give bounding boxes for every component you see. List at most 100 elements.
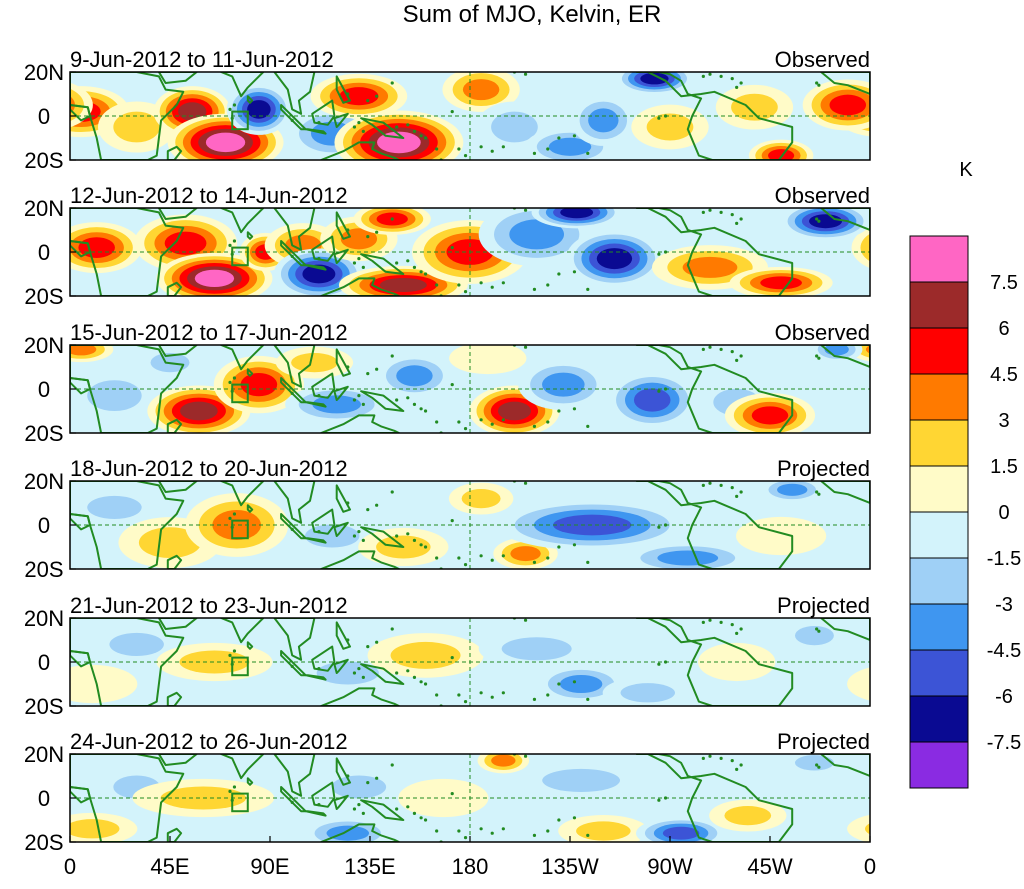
island bbox=[457, 283, 461, 287]
island bbox=[375, 230, 379, 234]
island bbox=[228, 516, 232, 521]
landmass-outline bbox=[220, 208, 265, 234]
island bbox=[450, 246, 454, 250]
island bbox=[817, 83, 821, 87]
landmass-outline bbox=[333, 521, 349, 537]
contour-blob bbox=[302, 264, 336, 284]
colorbar-level-label: 1.5 bbox=[990, 456, 1018, 478]
island bbox=[735, 631, 739, 636]
island bbox=[357, 803, 361, 807]
contour-blob bbox=[396, 365, 433, 387]
landmass-outline bbox=[311, 235, 336, 262]
contour-field bbox=[70, 345, 870, 433]
island bbox=[523, 618, 528, 622]
panel-status: Projected bbox=[777, 593, 870, 618]
island bbox=[739, 490, 743, 494]
island bbox=[657, 116, 661, 120]
island bbox=[523, 208, 528, 212]
island bbox=[361, 675, 365, 680]
island bbox=[317, 394, 321, 398]
panel: 20N 0 20S 12-Jun-2012 to 14-Jun-2012 Observe… bbox=[24, 183, 871, 309]
panel-date-range: 18-Jun-2012 to 20-Jun-2012 bbox=[70, 456, 348, 481]
island bbox=[457, 556, 461, 560]
island bbox=[390, 490, 394, 494]
island bbox=[361, 811, 365, 816]
contour-blob bbox=[768, 149, 795, 160]
panel-date-range: 24-Jun-2012 to 26-Jun-2012 bbox=[70, 729, 348, 754]
island bbox=[406, 532, 410, 536]
island bbox=[817, 356, 821, 360]
landmass-outline bbox=[157, 754, 198, 766]
island bbox=[435, 147, 439, 151]
contour-blob bbox=[657, 550, 719, 566]
landmass-outline bbox=[280, 513, 307, 540]
island bbox=[501, 554, 505, 558]
landmass-outline bbox=[166, 145, 183, 160]
island bbox=[412, 402, 417, 406]
island bbox=[361, 265, 365, 269]
landmass-outline bbox=[304, 128, 327, 135]
landmass-outline bbox=[273, 345, 316, 388]
colorbar-level-label: -7.5 bbox=[987, 732, 1021, 754]
island bbox=[290, 800, 294, 805]
island bbox=[419, 134, 423, 138]
y-tick-label: 20S bbox=[24, 284, 63, 309]
landmass-outline bbox=[635, 208, 794, 296]
island bbox=[435, 556, 439, 560]
colorbar-level-label: -1.5 bbox=[987, 548, 1021, 570]
landmass-outline bbox=[220, 754, 265, 780]
island bbox=[435, 829, 439, 833]
y-tick-label: 20S bbox=[24, 830, 63, 855]
contour-blob bbox=[620, 683, 675, 703]
island bbox=[719, 756, 723, 761]
island bbox=[395, 261, 399, 265]
island bbox=[357, 394, 361, 398]
landmass-outline bbox=[333, 112, 349, 128]
x-tick-label: 90W bbox=[647, 854, 692, 879]
island bbox=[346, 365, 350, 369]
island bbox=[701, 483, 705, 487]
island bbox=[586, 151, 590, 155]
island bbox=[719, 74, 723, 78]
island bbox=[290, 391, 294, 395]
contour-blob bbox=[212, 509, 261, 541]
island bbox=[228, 107, 232, 111]
island bbox=[232, 512, 237, 516]
island bbox=[423, 682, 428, 686]
x-tick-label: 135E bbox=[344, 854, 395, 879]
landmass-outline bbox=[335, 211, 351, 240]
contour-field bbox=[70, 208, 870, 296]
island bbox=[490, 285, 494, 289]
landmass-outline bbox=[635, 481, 794, 569]
island bbox=[546, 420, 550, 424]
landmass-outline bbox=[280, 786, 307, 813]
island bbox=[586, 424, 590, 428]
island bbox=[457, 420, 461, 424]
island bbox=[735, 358, 739, 362]
y-tick-label: 20S bbox=[24, 148, 63, 173]
y-tick-label: 0 bbox=[38, 513, 50, 538]
island bbox=[463, 154, 468, 158]
contour-blob bbox=[509, 219, 564, 250]
panel: 20N 0 20S 21-Jun-2012 to 23-Jun-2012 Project… bbox=[24, 593, 871, 719]
island bbox=[817, 219, 821, 223]
landmass-outline bbox=[273, 754, 316, 797]
island bbox=[735, 767, 739, 772]
landmass-outline bbox=[220, 481, 265, 507]
island bbox=[412, 538, 417, 543]
landmass-outline bbox=[220, 618, 265, 644]
island bbox=[423, 818, 428, 822]
island bbox=[735, 221, 739, 225]
landmass-outline bbox=[220, 72, 265, 98]
island bbox=[375, 776, 379, 780]
island bbox=[290, 664, 294, 669]
contour-blob bbox=[829, 94, 867, 116]
reference-box bbox=[231, 792, 249, 813]
landmass-outline bbox=[273, 72, 316, 115]
contour-blob bbox=[113, 111, 160, 143]
landmass-outline bbox=[246, 231, 254, 240]
island bbox=[423, 136, 428, 140]
island bbox=[463, 427, 468, 431]
colorbar-level-label: 7.5 bbox=[990, 272, 1018, 294]
